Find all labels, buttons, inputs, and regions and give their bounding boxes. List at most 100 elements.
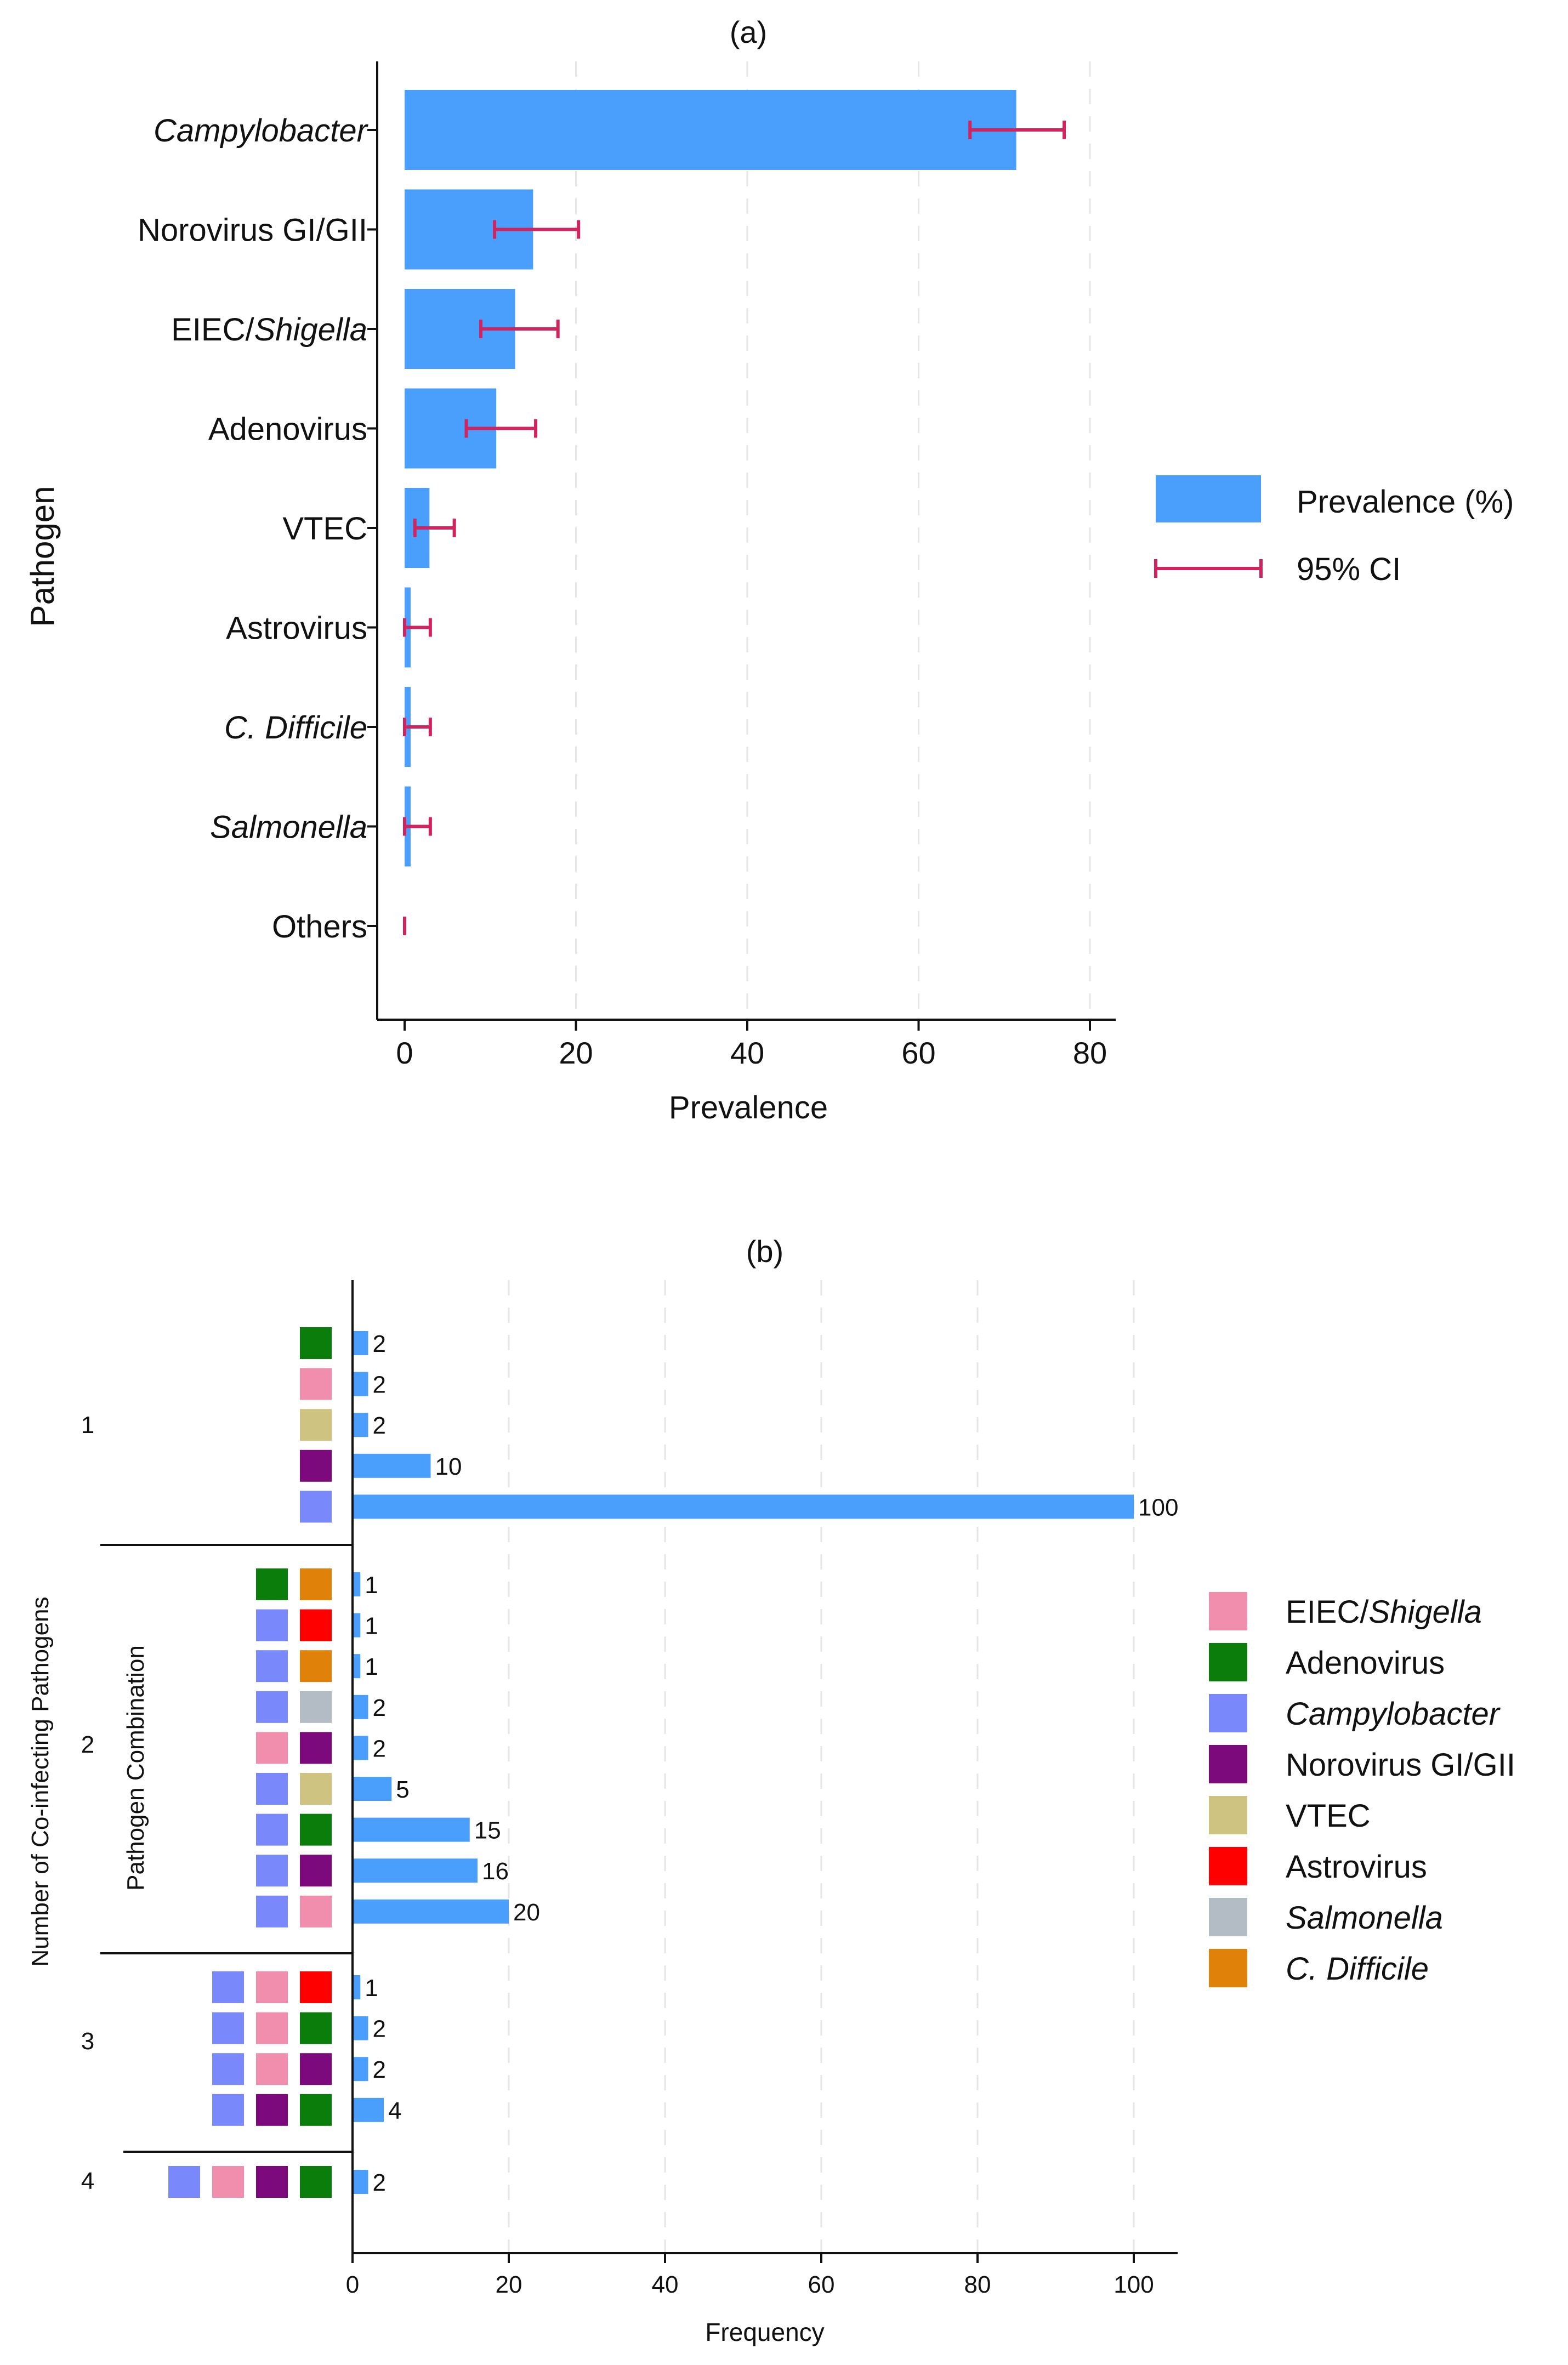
pathogen-swatch-salm <box>300 1691 332 1723</box>
panel-b-bar-value-label: 2 <box>373 2016 386 2043</box>
legend-label-eiec-italic-part: Shigella <box>1369 1594 1482 1630</box>
pathogen-swatch-campy <box>256 1813 288 1846</box>
legend-label-eiec: EIEC/Shigella <box>1286 1594 1482 1630</box>
panel-a-ylabel: Pathogen <box>24 486 61 627</box>
panel-a-axes: 0 20 40 60 80 <box>367 61 1116 1070</box>
pathogen-swatch-vtec <box>300 1773 332 1805</box>
panel-a-category-label: Adenovirus <box>208 412 367 447</box>
panel-a-gridlines <box>575 61 1091 1020</box>
pathogen-swatch-campy <box>212 2094 244 2126</box>
panel-b-bar-value-label: 2 <box>373 1735 386 1762</box>
panel-b-bar <box>353 1858 478 1883</box>
panel-a-x-tick-label: 60 <box>901 1036 935 1070</box>
panel-b-ylabel: Number of Co-infecting Pathogens <box>27 1596 54 1966</box>
legend-label-cdiff: C. Difficile <box>1286 1951 1429 1987</box>
pathogen-swatch-eiec <box>300 1368 332 1400</box>
panel-b-bar <box>353 1736 368 1760</box>
panel-a-legend-label: Prevalence (%) <box>1297 484 1514 520</box>
pathogen-swatch-campy <box>168 2166 200 2198</box>
pathogen-swatch-noro <box>256 2094 288 2126</box>
panel-b-bar <box>353 1413 368 1437</box>
panel-b-bar-value-label: 1 <box>365 1975 378 2002</box>
pathogen-swatch-adeno <box>300 1813 332 1846</box>
panel-b-title: (b) <box>746 1234 783 1269</box>
panel-b-group-label: 4 <box>81 2168 94 2195</box>
panel-a-category-label: Campylobacter <box>154 113 369 149</box>
legend-label-astro: Astrovirus <box>1286 1849 1427 1885</box>
panel-b-bar-value-label: 15 <box>474 1817 501 1844</box>
panel-a-ci-errorbar <box>403 618 432 637</box>
panel-b-bar-value-label: 2 <box>373 1412 386 1439</box>
legend-swatch-cdiff <box>1209 1949 1247 1987</box>
panel-b-x-tick-label: 80 <box>964 2271 991 2298</box>
pathogen-swatch-campy <box>256 1650 288 1682</box>
panel-b-bar <box>353 1494 1134 1519</box>
pathogen-swatch-campy <box>256 1609 288 1641</box>
panel-a-legend-label: 95% CI <box>1297 552 1401 587</box>
panel-b-bar-value-label: 20 <box>513 1899 540 1926</box>
pathogen-swatch-campy <box>256 1895 288 1928</box>
pathogen-swatch-campy <box>212 2012 244 2044</box>
pathogen-swatch-eiec <box>212 2166 244 2198</box>
panel-a-category-label: Salmonella <box>210 810 367 845</box>
panel-b-xlabel: Frequency <box>705 2318 824 2346</box>
pathogen-swatch-noro <box>300 2053 332 2085</box>
pathogen-swatch-noro <box>256 2166 288 2198</box>
panel-a-x-tick-label: 20 <box>559 1036 593 1070</box>
panel-b-group-label: 3 <box>81 2028 94 2055</box>
legend-swatch-vtec <box>1209 1796 1247 1834</box>
panel-b-bar-value-label: 1 <box>365 1572 378 1599</box>
panel-a-ci-errorbar <box>403 718 432 736</box>
panel-b-bar <box>353 1654 361 1679</box>
panel-b-x-tick-label: 20 <box>496 2271 522 2298</box>
panel-b-x-tick-label: 0 <box>346 2271 359 2298</box>
panel-b-bar <box>353 2057 368 2082</box>
panel-b-bar <box>353 1975 361 1999</box>
panel-a-x-tick-label: 80 <box>1073 1036 1107 1070</box>
pathogen-swatch-noro <box>300 1732 332 1764</box>
pathogen-swatch-noro <box>300 1855 332 1887</box>
panel-b-x-tick-label: 40 <box>652 2271 679 2298</box>
panel-b-x-tick-label: 60 <box>808 2271 835 2298</box>
pathogen-swatch-campy <box>212 2053 244 2085</box>
panel-a-category-label: Norovirus GI/GII <box>138 213 367 248</box>
panel-b-bar <box>353 1777 392 1801</box>
panel-b-group-label: 2 <box>81 1731 94 1758</box>
panel-a-ci-errorbar <box>413 519 456 537</box>
panel-a-category-label: Others <box>272 909 367 945</box>
pathogen-swatch-vtec <box>300 1409 332 1441</box>
legend-label-noro: Norovirus GI/GII <box>1286 1747 1515 1783</box>
pathogen-swatch-campy <box>256 1855 288 1887</box>
legend-label-vtec: VTEC <box>1286 1798 1371 1834</box>
legend-label-eiec-part: EIEC/ <box>1286 1594 1369 1630</box>
panel-a-xlabel: Prevalence <box>669 1090 828 1125</box>
pathogen-swatch-eiec <box>256 2012 288 2044</box>
panel-b-combination-swatches <box>168 1327 332 2198</box>
panel-a-x-tick-label: 0 <box>396 1036 413 1070</box>
legend-swatch-noro <box>1209 1745 1247 1783</box>
panel-a-category-label-part: EIEC/ <box>171 312 254 348</box>
panel-b-bar-value-label: 100 <box>1138 1494 1178 1521</box>
panel-a-bar <box>405 90 1016 170</box>
panel-a-ci-errorbar <box>493 220 581 239</box>
panel-a-x-tick-label: 40 <box>730 1036 764 1070</box>
panel-b-bar-value-label: 2 <box>373 2169 386 2196</box>
panel-b-bar-value-label: 10 <box>435 1453 462 1480</box>
panel-b-bar <box>353 1453 431 1478</box>
panel-b-bar <box>353 1899 509 1924</box>
pathogen-swatch-campy <box>256 1691 288 1723</box>
pathogen-swatch-adeno <box>300 2166 332 2198</box>
legend-label-adeno: Adenovirus <box>1286 1645 1445 1681</box>
panel-a-title: (a) <box>730 15 767 49</box>
pathogen-swatch-cdiff <box>300 1568 332 1600</box>
panel-b-bar <box>353 2097 384 2122</box>
legend-swatch-campy <box>1209 1694 1247 1732</box>
panel-b-bar <box>353 1695 368 1719</box>
panel-b-inner-label: Pathogen Combination <box>122 1645 149 1891</box>
legend-swatch-eiec <box>1209 1592 1247 1630</box>
panel-b-bar-value-label: 2 <box>373 1695 386 1721</box>
pathogen-swatch-astro <box>300 1609 332 1641</box>
